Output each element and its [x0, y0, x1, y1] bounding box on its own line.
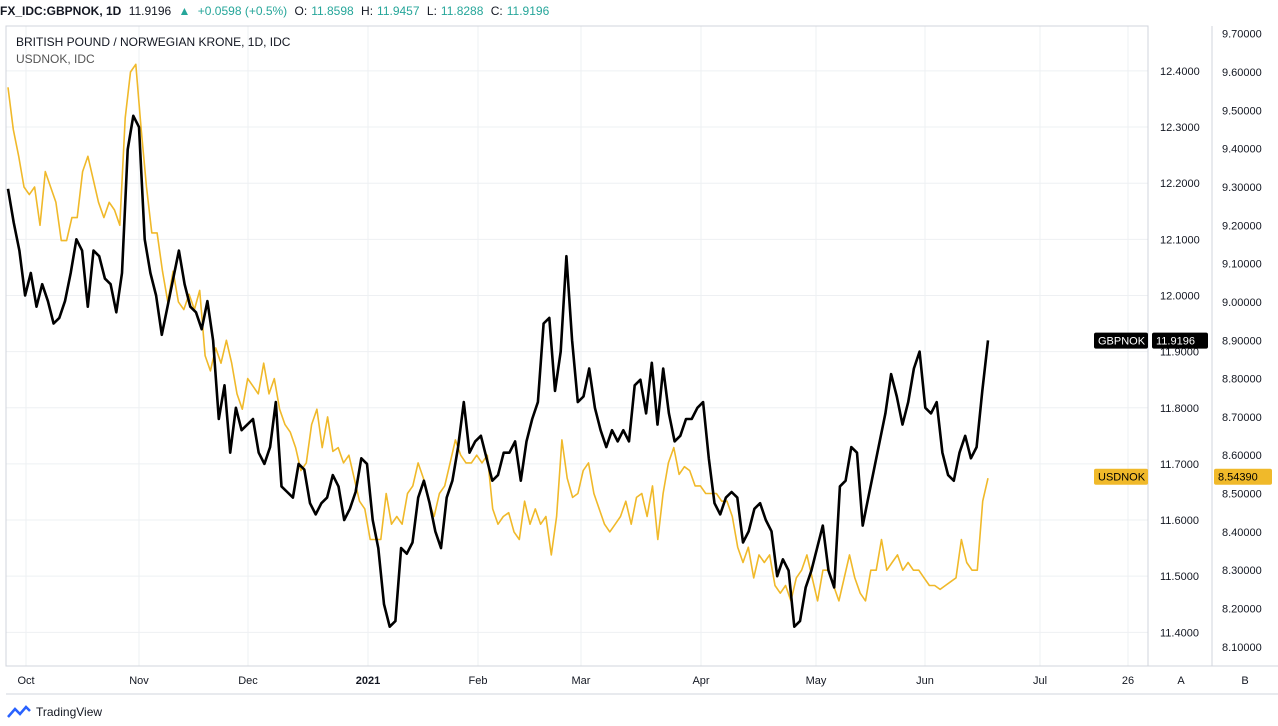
brand-name[interactable]: TradingView: [36, 705, 103, 719]
right-tick-label: 8.40000: [1222, 527, 1262, 539]
right-tick-label: 8.20000: [1222, 604, 1262, 616]
scale-button-b[interactable]: B: [1241, 675, 1248, 687]
time-tick-label: Oct: [17, 675, 34, 687]
low-value: 11.8288: [440, 4, 484, 18]
time-axis-ticks[interactable]: Oct Nov Dec 2021 Feb Mar Apr May Jun Jul 26: [17, 675, 1134, 687]
right-tick-label: 9.00000: [1222, 297, 1262, 309]
gbpnok-name-text: GBPNOK: [1098, 336, 1146, 348]
left-tick-label: 12.4000: [1160, 66, 1200, 78]
high-value: 11.9457: [377, 4, 420, 18]
left-tick-label: 12.1000: [1160, 234, 1200, 246]
time-tick-label: Mar: [572, 675, 591, 687]
time-tick-label: Nov: [129, 675, 149, 687]
chart-subtitle: USDNOK, IDC: [16, 52, 95, 66]
last-value-labels: GBPNOK 11.9196 USDNOK 8.54390: [1094, 332, 1272, 485]
usdnok-name-badge: [1094, 468, 1148, 485]
left-tick-label: 12.0000: [1160, 290, 1200, 302]
right-tick-label: 9.10000: [1222, 259, 1262, 271]
time-tick-label: 26: [1122, 675, 1134, 687]
right-axis-ticks[interactable]: 9.70000 9.60000 9.50000 9.40000 9.30000 9.200…: [1222, 29, 1262, 654]
left-tick-label: 11.9000: [1160, 347, 1199, 359]
left-tick-label: 12.2000: [1160, 178, 1200, 190]
right-tick-label: 9.30000: [1222, 182, 1262, 194]
right-tick-label: 8.60000: [1222, 450, 1262, 462]
series-gbpnok: [6, 114, 990, 628]
chart-title: BRITISH POUND / NORWEGIAN KRONE, 1D, IDC: [16, 35, 291, 49]
gbpnok-name-badge: [1094, 332, 1148, 349]
legend-bar: FX_IDC:GBPNOK, 1D 11.9196 ▲ +0.0598 (+0.…: [0, 0, 1278, 22]
left-axis-ticks[interactable]: 12.4000 12.3000 12.2000 12.1000 12.0000 11.90…: [1160, 66, 1200, 639]
close-label: C:: [490, 4, 503, 18]
usdnok-value-text: 8.54390: [1218, 472, 1258, 484]
gbpnok-value-text: 11.9196: [1156, 336, 1195, 348]
low-label: L:: [426, 4, 437, 18]
right-tick-label: 9.50000: [1222, 105, 1262, 117]
right-tick-label: 9.70000: [1222, 29, 1262, 41]
time-tick-label: 2021: [356, 675, 380, 687]
pane-scale-buttons[interactable]: A B: [1177, 675, 1248, 687]
usdnok-name-text: USDNOK: [1098, 472, 1146, 484]
left-tick-label: 12.3000: [1160, 122, 1200, 134]
open-label: O:: [294, 4, 308, 18]
right-tick-label: 9.40000: [1222, 144, 1262, 156]
series-line-gbpnok: [6, 114, 990, 628]
usdnok-value-badge: [1214, 468, 1272, 485]
time-tick-label: Jun: [916, 675, 934, 687]
high-label: H:: [361, 4, 374, 18]
left-tick-label: 11.8000: [1160, 403, 1199, 415]
left-tick-label: 11.6000: [1160, 515, 1199, 527]
open-value: 11.8598: [311, 4, 354, 18]
close-value: 11.9196: [506, 4, 550, 18]
right-tick-label: 9.60000: [1222, 67, 1262, 79]
right-tick-label: 9.20000: [1222, 220, 1262, 232]
symbol-label[interactable]: FX_IDC:GBPNOK, 1D: [0, 4, 122, 18]
tradingview-logo-icon: [7, 705, 31, 718]
left-tick-label: 11.5000: [1160, 571, 1199, 583]
time-tick-label: Jul: [1033, 675, 1047, 687]
time-tick-label: May: [806, 675, 827, 687]
right-tick-label: 8.70000: [1222, 412, 1262, 424]
left-tick-label: 11.7000: [1160, 459, 1199, 471]
time-tick-label: Feb: [469, 675, 488, 687]
gbpnok-value-badge: [1152, 332, 1208, 349]
footer: TradingView: [6, 702, 102, 722]
time-tick-label: Apr: [692, 675, 709, 687]
right-tick-label: 8.50000: [1222, 489, 1262, 501]
price-change: +0.0598 (+0.5%): [197, 4, 288, 18]
left-tick-label: 11.4000: [1160, 627, 1199, 639]
change-arrow-icon: ▲: [178, 4, 191, 18]
right-tick-label: 8.80000: [1222, 374, 1262, 386]
last-price: 11.9196: [128, 4, 172, 18]
time-tick-label: Dec: [238, 675, 258, 687]
right-tick-label: 8.10000: [1222, 642, 1262, 654]
right-tick-label: 8.30000: [1222, 565, 1262, 577]
scale-button-a[interactable]: A: [1177, 675, 1185, 687]
right-tick-label: 8.90000: [1222, 335, 1262, 347]
